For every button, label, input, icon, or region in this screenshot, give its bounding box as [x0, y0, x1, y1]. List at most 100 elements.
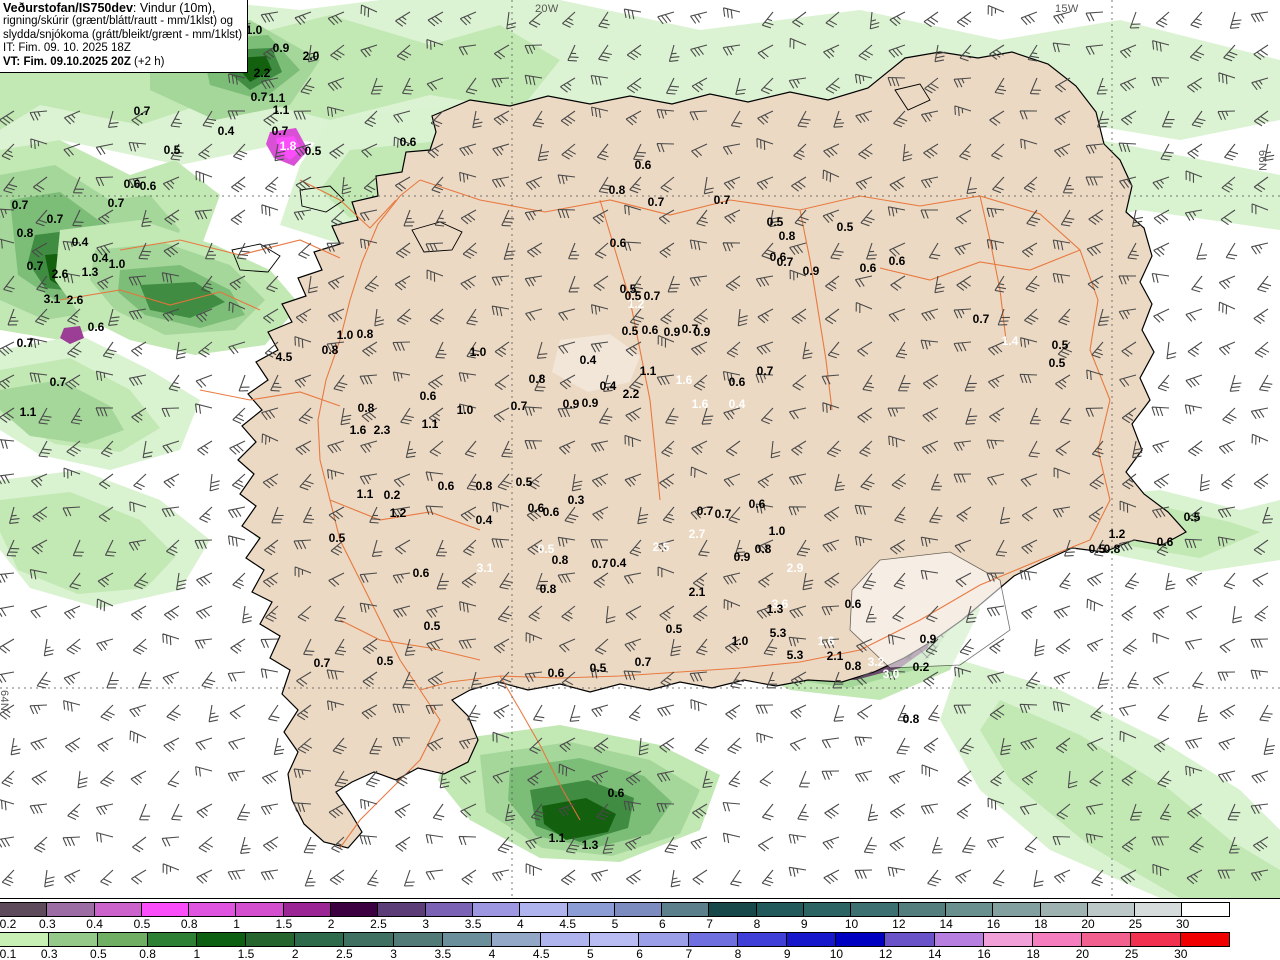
wind-barb: [559, 638, 576, 653]
wind-barb: [690, 506, 708, 520]
wind-barb: [1157, 374, 1170, 392]
wind-barb: [693, 605, 708, 622]
wind-barb: [956, 803, 972, 820]
precip-value-label: 0.7: [26, 259, 44, 273]
wind-barb: [300, 77, 315, 95]
wind-barb: [403, 209, 415, 227]
wind-barb: [568, 242, 580, 260]
wind-barb: [364, 110, 378, 128]
wind-barb: [69, 572, 81, 590]
colorbar-tick-label: 3.5: [434, 947, 452, 960]
wind-barb: [759, 770, 774, 787]
wind-barb: [526, 242, 543, 258]
wind-barb: [722, 832, 741, 844]
wind-barb: [462, 242, 478, 259]
wind-barb: [690, 836, 708, 850]
wind-barb: [393, 473, 411, 488]
wind-barb: [761, 803, 774, 821]
wind-barb: [756, 341, 774, 355]
wind-barb: [330, 539, 345, 556]
wind-barb: [242, 605, 253, 624]
wind-barb: [889, 176, 906, 192]
colorbar-swatch: [0, 933, 50, 946]
weather-map-canvas[interactable]: Veðurstofan/IS750dev: Vindur (10m), rign…: [0, 0, 1280, 898]
wind-barb: [756, 176, 774, 191]
wind-barb: [625, 770, 642, 786]
precip-value-label: 0.5: [665, 622, 683, 636]
wind-barb: [1021, 539, 1038, 555]
wind-barb: [294, 374, 312, 388]
wind-barb: [95, 176, 114, 187]
colorbar-snow-sleet[interactable]: [0, 902, 1230, 917]
wind-barb: [657, 566, 675, 578]
wind-barb: [1218, 275, 1236, 290]
wind-barb: [1221, 176, 1236, 193]
wind-barb: [1218, 301, 1236, 315]
wind-barb: [64, 869, 81, 884]
wind-barb: [857, 341, 873, 357]
wind-barb: [1089, 770, 1104, 787]
wind-barb: [734, 539, 746, 557]
wind-barb: [392, 371, 411, 382]
colorbar-rain-showers[interactable]: [0, 932, 1230, 947]
wind-barb: [359, 374, 378, 385]
wind-barb: [334, 605, 346, 623]
wind-barb: [725, 440, 741, 457]
wind-barb: [196, 869, 213, 884]
wind-barb: [497, 836, 512, 854]
wind-barb: [201, 671, 216, 689]
wind-barb: [628, 374, 644, 392]
precip-value-label: 0.7: [271, 124, 289, 138]
wind-barb: [260, 803, 279, 815]
colorbar-swatch: [688, 933, 738, 946]
colorbar-tick-label: 20: [1081, 917, 1095, 931]
wind-barb: [1086, 638, 1104, 653]
wind-barb: [96, 598, 114, 612]
wind-barb: [1086, 369, 1104, 381]
wind-barb: [1096, 77, 1108, 95]
wind-barb: [857, 704, 873, 720]
wind-barb: [497, 605, 512, 623]
wind-barb: [201, 275, 213, 293]
wind-barb: [240, 836, 251, 854]
precip-value-label: 0.8: [321, 343, 339, 357]
wind-barb: [925, 638, 939, 656]
wind-barb: [598, 44, 612, 62]
colorbar-swatch: [993, 903, 1041, 916]
wind-barb: [1153, 209, 1170, 225]
wind-barb: [1166, 341, 1177, 360]
precip-value-label: 0.7: [643, 289, 661, 303]
wind-barb: [162, 671, 180, 685]
wind-barb: [789, 37, 807, 49]
wind-barb: [227, 506, 246, 519]
precip-value-label: 1.0: [336, 328, 354, 342]
colorbar-swatch: [639, 933, 689, 946]
precip-value-label: 2.3: [373, 423, 391, 437]
wind-barb: [929, 506, 943, 524]
wind-barb: [690, 466, 708, 478]
wind-barb: [72, 209, 84, 227]
wind-barb: [294, 11, 312, 25]
precip-value-label: 3.1: [43, 292, 61, 306]
wind-barb: [662, 506, 675, 524]
wind-barb: [505, 803, 516, 822]
wind-barb: [1118, 704, 1137, 717]
wind-barb: [491, 538, 510, 549]
wind-barb: [725, 704, 741, 720]
wind-barb: [329, 869, 345, 886]
wind-barb: [0, 836, 15, 848]
wind-barb: [992, 176, 1005, 194]
wind-barb: [991, 143, 1005, 160]
wind-barb: [162, 863, 180, 875]
precip-value-label: 0.7: [696, 504, 714, 518]
wind-barb: [194, 539, 213, 550]
road-network: [59, 179, 1111, 849]
wind-barb: [360, 4, 378, 18]
wind-barb: [459, 11, 477, 26]
wind-barb: [796, 539, 811, 557]
wind-barb: [567, 44, 579, 62]
wind-barb: [527, 539, 543, 555]
wind-barb: [95, 803, 114, 816]
precip-value-label: 1.3: [581, 838, 599, 852]
wind-barb: [1151, 77, 1170, 87]
